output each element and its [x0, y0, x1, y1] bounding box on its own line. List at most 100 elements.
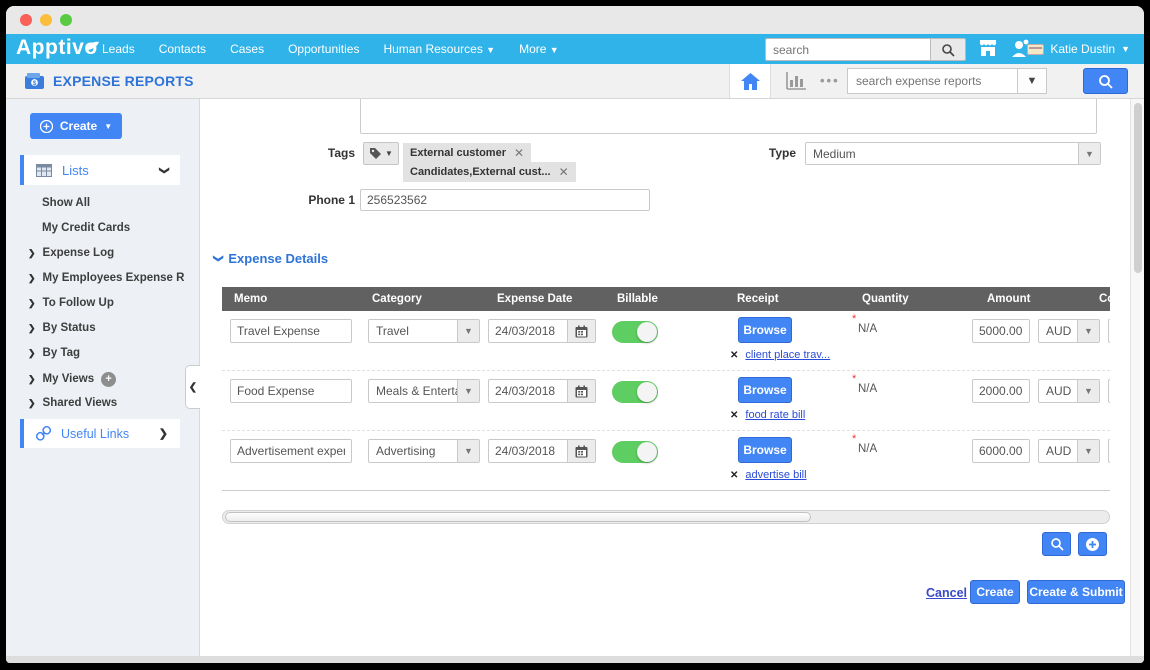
chevron-right-icon: ❯ [28, 373, 36, 384]
remove-file-icon[interactable]: ✕ [730, 469, 739, 481]
minimize-window-icon[interactable] [40, 14, 52, 26]
expense-date-input[interactable] [488, 379, 568, 403]
required-asterisk: * [852, 373, 857, 385]
search-options-dropdown[interactable]: ▼ [1017, 68, 1047, 94]
billable-toggle[interactable] [612, 321, 658, 343]
global-search-input[interactable] [765, 38, 930, 61]
caret-down-icon: ▼ [457, 440, 479, 462]
body: Create ▼ Lists ❯ Show All My Credit Card… [6, 99, 1144, 656]
reports-chart-button[interactable] [785, 71, 807, 96]
memo-input[interactable] [230, 319, 352, 343]
converted-amount-input[interactable] [1108, 319, 1110, 343]
currency-select[interactable]: AUD ▼ [1038, 319, 1100, 343]
create-button[interactable]: Create ▼ [30, 113, 122, 139]
converted-amount-input[interactable] [1108, 379, 1110, 403]
sidebar-item-my-views[interactable]: ❯ My Views + [28, 369, 117, 389]
menu-item-cases[interactable]: Cases [230, 42, 265, 56]
category-select[interactable]: Advertising ▼ [368, 439, 480, 463]
category-select[interactable]: Travel ▼ [368, 319, 480, 343]
calendar-icon [575, 445, 588, 457]
home-button[interactable] [729, 64, 771, 98]
vertical-scrollbar[interactable] [1130, 99, 1144, 656]
amount-input[interactable] [972, 319, 1030, 343]
type-select[interactable]: Medium ▼ [805, 142, 1101, 165]
calendar-button[interactable] [568, 379, 596, 403]
menu-item-more[interactable]: More ▼ [519, 42, 559, 56]
more-options-icon[interactable]: ••• [820, 73, 840, 88]
app-search-input[interactable] [847, 68, 1017, 94]
chevron-right-icon: ❯ [28, 322, 36, 333]
tags-label: Tags [327, 146, 355, 160]
receipt-file-link[interactable]: client place trav... [745, 349, 831, 361]
create-and-submit-button[interactable]: Create & Submit [1027, 580, 1125, 604]
memo-input[interactable] [230, 379, 352, 403]
browse-button[interactable]: Browse [738, 377, 792, 403]
sidebar-item-my-credit-cards[interactable]: My Credit Cards [42, 222, 131, 234]
sidebar-item-useful-links[interactable]: Useful Links ❯ [20, 419, 180, 448]
category-select[interactable]: Meals & Entertainment▼ [368, 379, 480, 403]
caret-down-icon: ▼ [1121, 44, 1130, 54]
sidebar-item-expense-log[interactable]: ❯ Expense Log [28, 247, 115, 259]
sidebar-item-by-status[interactable]: ❯ By Status [28, 322, 96, 334]
currency-select[interactable]: AUD ▼ [1038, 379, 1100, 403]
phone-input[interactable] [360, 189, 650, 211]
sidebar-item-show-all[interactable]: Show All [42, 197, 91, 209]
sidebar-item-lists[interactable]: Lists ❯ [20, 155, 180, 185]
toggle-knob [637, 382, 657, 402]
billable-toggle[interactable] [612, 381, 658, 403]
app-search-button[interactable] [1083, 68, 1128, 94]
horizontal-scrollbar[interactable] [222, 510, 1110, 524]
apptivo-logo[interactable]: Apptivo [16, 36, 99, 60]
remove-file-icon[interactable]: ✕ [730, 409, 739, 421]
menu-item-contacts[interactable]: Contacts [158, 42, 207, 56]
close-icon[interactable]: ✕ [513, 146, 525, 160]
user-icon[interactable] [1010, 39, 1030, 63]
chevron-right-icon: ❯ [158, 428, 168, 440]
chevron-down-icon: ▼ [1026, 75, 1038, 87]
memo-input[interactable] [230, 439, 352, 463]
calendar-button[interactable] [568, 439, 596, 463]
scrollbar-thumb[interactable] [225, 512, 811, 522]
browse-button[interactable]: Browse [738, 437, 792, 463]
add-view-icon[interactable]: + [101, 371, 117, 387]
expense-date-input[interactable] [488, 439, 568, 463]
quantity-value: N/A [858, 443, 878, 455]
close-window-icon[interactable] [20, 14, 32, 26]
col-memo: Memo [234, 293, 268, 305]
scrollbar-thumb[interactable] [1134, 103, 1142, 273]
receipt-file-link[interactable]: advertise bill [745, 469, 807, 481]
browse-button[interactable]: Browse [738, 317, 792, 343]
expense-details-toggle[interactable]: ❯ Expense Details [213, 251, 328, 266]
receipt-file-link[interactable]: food rate bill [745, 409, 806, 421]
add-row-button[interactable] [1078, 532, 1107, 556]
tag-icon [370, 148, 382, 159]
sidebar-item-by-tag[interactable]: ❯ By Tag [28, 347, 81, 359]
converted-amount-input[interactable] [1108, 439, 1110, 463]
store-icon[interactable] [978, 39, 998, 62]
user-menu[interactable]: Katie Dustin ▼ [1027, 34, 1130, 64]
menu-item-opportunities[interactable]: Opportunities [288, 42, 360, 56]
cancel-link[interactable]: Cancel [926, 586, 967, 600]
menu-item-leads[interactable]: Leads [102, 42, 135, 56]
amount-input[interactable] [972, 439, 1030, 463]
sidebar-collapse-handle[interactable]: ❮ [185, 365, 200, 409]
sidebar-item-shared-views[interactable]: ❯ Shared Views [28, 397, 118, 409]
global-search-button[interactable] [930, 38, 966, 61]
calendar-button[interactable] [568, 319, 596, 343]
search-rows-button[interactable] [1042, 532, 1071, 556]
maximize-window-icon[interactable] [60, 14, 72, 26]
menu-item-human-resources[interactable]: Human Resources ▼ [383, 42, 496, 56]
user-name: Katie Dustin [1050, 42, 1116, 56]
close-icon[interactable]: ✕ [558, 165, 569, 179]
amount-input[interactable] [972, 379, 1030, 403]
create-record-button[interactable]: Create [970, 580, 1020, 604]
tag-picker-button[interactable]: ▼ [363, 142, 399, 165]
expense-date-input[interactable] [488, 319, 568, 343]
billable-toggle[interactable] [612, 441, 658, 463]
description-textarea[interactable] [360, 99, 1097, 134]
sidebar-item-my-employees-expense-reports[interactable]: ❯ My Employees Expense R [28, 272, 185, 284]
sidebar-item-to-follow-up[interactable]: ❯ To Follow Up [28, 297, 114, 309]
caret-down-icon: ▼ [1077, 440, 1099, 462]
remove-file-icon[interactable]: ✕ [730, 349, 739, 361]
currency-select[interactable]: AUD ▼ [1038, 439, 1100, 463]
